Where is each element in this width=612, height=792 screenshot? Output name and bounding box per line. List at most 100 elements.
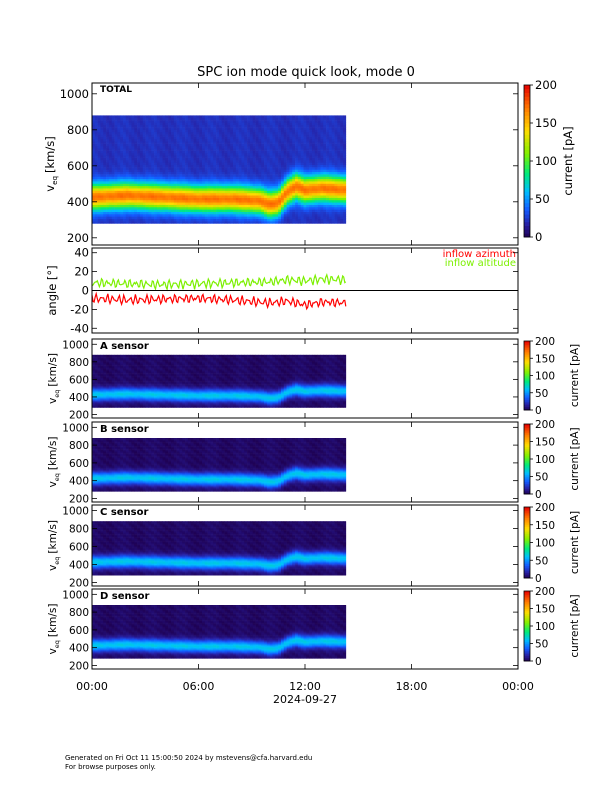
heatmap-cell	[244, 199, 248, 203]
heatmap-cell	[275, 127, 279, 130]
heatmap-cell	[334, 183, 338, 187]
heatmap-cell	[213, 181, 217, 184]
heatmap-cell	[255, 141, 259, 144]
heatmap-cell	[340, 127, 344, 130]
heatmap-cell	[331, 199, 335, 203]
heatmap-cell	[100, 374, 104, 376]
heatmap-cell	[193, 164, 197, 168]
heatmap-cell	[272, 145, 276, 149]
heatmap-cell	[295, 134, 299, 137]
heatmap-cell	[264, 164, 268, 168]
heatmap-cell	[295, 221, 299, 224]
heatmap-cell	[134, 400, 138, 403]
heatmap-cell	[103, 359, 107, 361]
heatmap-cell	[244, 136, 248, 140]
heatmap-cell	[224, 122, 228, 126]
heatmap-cell	[249, 169, 254, 173]
heatmap-cell	[309, 115, 313, 119]
heatmap-cell	[295, 129, 299, 133]
heatmap-cell	[264, 115, 268, 119]
heatmap-cell	[213, 206, 217, 210]
heatmap-cell	[283, 136, 287, 140]
heatmap-cell	[283, 221, 287, 224]
heatmap-cell	[128, 389, 132, 391]
heatmap-cell	[317, 122, 321, 126]
heatmap-cell	[97, 131, 101, 135]
heatmap-cell	[295, 164, 299, 168]
panels-group: TOTAL2004006008001000veq[km/s]0501001502…	[43, 78, 581, 672]
heatmap-cell	[190, 218, 194, 222]
heatmap-cell	[328, 197, 333, 201]
heatmap-cell	[343, 141, 347, 144]
heatmap-cell	[190, 143, 194, 147]
heatmap-cell	[106, 183, 110, 187]
heatmap-cell	[320, 214, 324, 217]
heatmap-cell	[103, 164, 107, 168]
heatmap-cell	[283, 148, 287, 151]
heatmap-cell	[210, 202, 214, 205]
heatmap-cell	[185, 155, 189, 158]
heatmap-cell	[309, 167, 313, 170]
heatmap-cell	[114, 152, 118, 156]
heatmap-cell	[343, 218, 347, 222]
heatmap-cell	[114, 375, 118, 377]
heatmap-cell	[227, 183, 231, 187]
heatmap-cell	[227, 185, 231, 189]
heatmap-cell	[337, 183, 341, 187]
heatmap-cell	[137, 160, 141, 163]
heatmap-cell	[314, 124, 318, 128]
heatmap-cell	[103, 195, 107, 198]
heatmap-cell	[227, 199, 231, 203]
heatmap-cell	[128, 367, 132, 369]
heatmap-cell	[128, 120, 132, 123]
heatmap-cell	[264, 150, 268, 154]
heatmap-cell	[187, 122, 192, 126]
heatmap-cell	[125, 363, 129, 366]
heatmap-cell	[94, 377, 98, 380]
heatmap-cell	[227, 141, 231, 144]
heatmap-cell	[221, 171, 225, 175]
heatmap-cell	[111, 216, 115, 220]
heatmap-cell	[120, 368, 124, 370]
heatmap-cell	[272, 181, 276, 184]
heatmap-cell	[131, 358, 135, 360]
heatmap-cell	[111, 388, 115, 390]
heatmap-cell	[176, 155, 180, 158]
heatmap-cell	[137, 131, 141, 135]
heatmap-cell	[131, 361, 135, 364]
heatmap-cell	[213, 169, 217, 173]
heatmap-cell	[134, 169, 138, 173]
heatmap-cell	[235, 124, 239, 128]
heatmap-cell	[238, 181, 242, 184]
heatmap-cell	[145, 143, 149, 147]
heatmap-cell	[286, 143, 290, 147]
heatmap-cells	[92, 115, 347, 224]
heatmap-cell	[94, 117, 98, 121]
heatmap-cell	[120, 171, 124, 175]
heatmap-cell	[114, 359, 118, 361]
heatmap-cell	[92, 369, 96, 372]
heatmap-cell	[213, 183, 217, 187]
heatmap-cell	[94, 204, 98, 208]
heatmap-cell	[125, 162, 129, 166]
heatmap-cell	[145, 221, 149, 224]
heatmap-cell	[187, 206, 192, 210]
heatmap-cell	[131, 206, 135, 210]
heatmap-cell	[151, 185, 155, 189]
heatmap-cell	[309, 143, 313, 147]
heatmap-cell	[159, 188, 163, 191]
heatmap-cell	[92, 195, 96, 198]
heatmap-cell	[123, 384, 127, 387]
heatmap-cell	[311, 218, 316, 222]
heatmap-cell	[125, 221, 129, 224]
heatmap-cell	[134, 379, 138, 382]
heatmap-cell	[337, 143, 341, 147]
heatmap-cell	[252, 134, 256, 137]
heatmap-cell	[323, 192, 327, 196]
heatmap-cell	[227, 214, 231, 217]
heatmap-cell	[221, 190, 225, 194]
heatmap-cell	[255, 167, 259, 170]
heatmap-cell	[170, 176, 175, 180]
heatmap-cell	[264, 190, 268, 194]
heatmap-cell	[241, 152, 245, 156]
